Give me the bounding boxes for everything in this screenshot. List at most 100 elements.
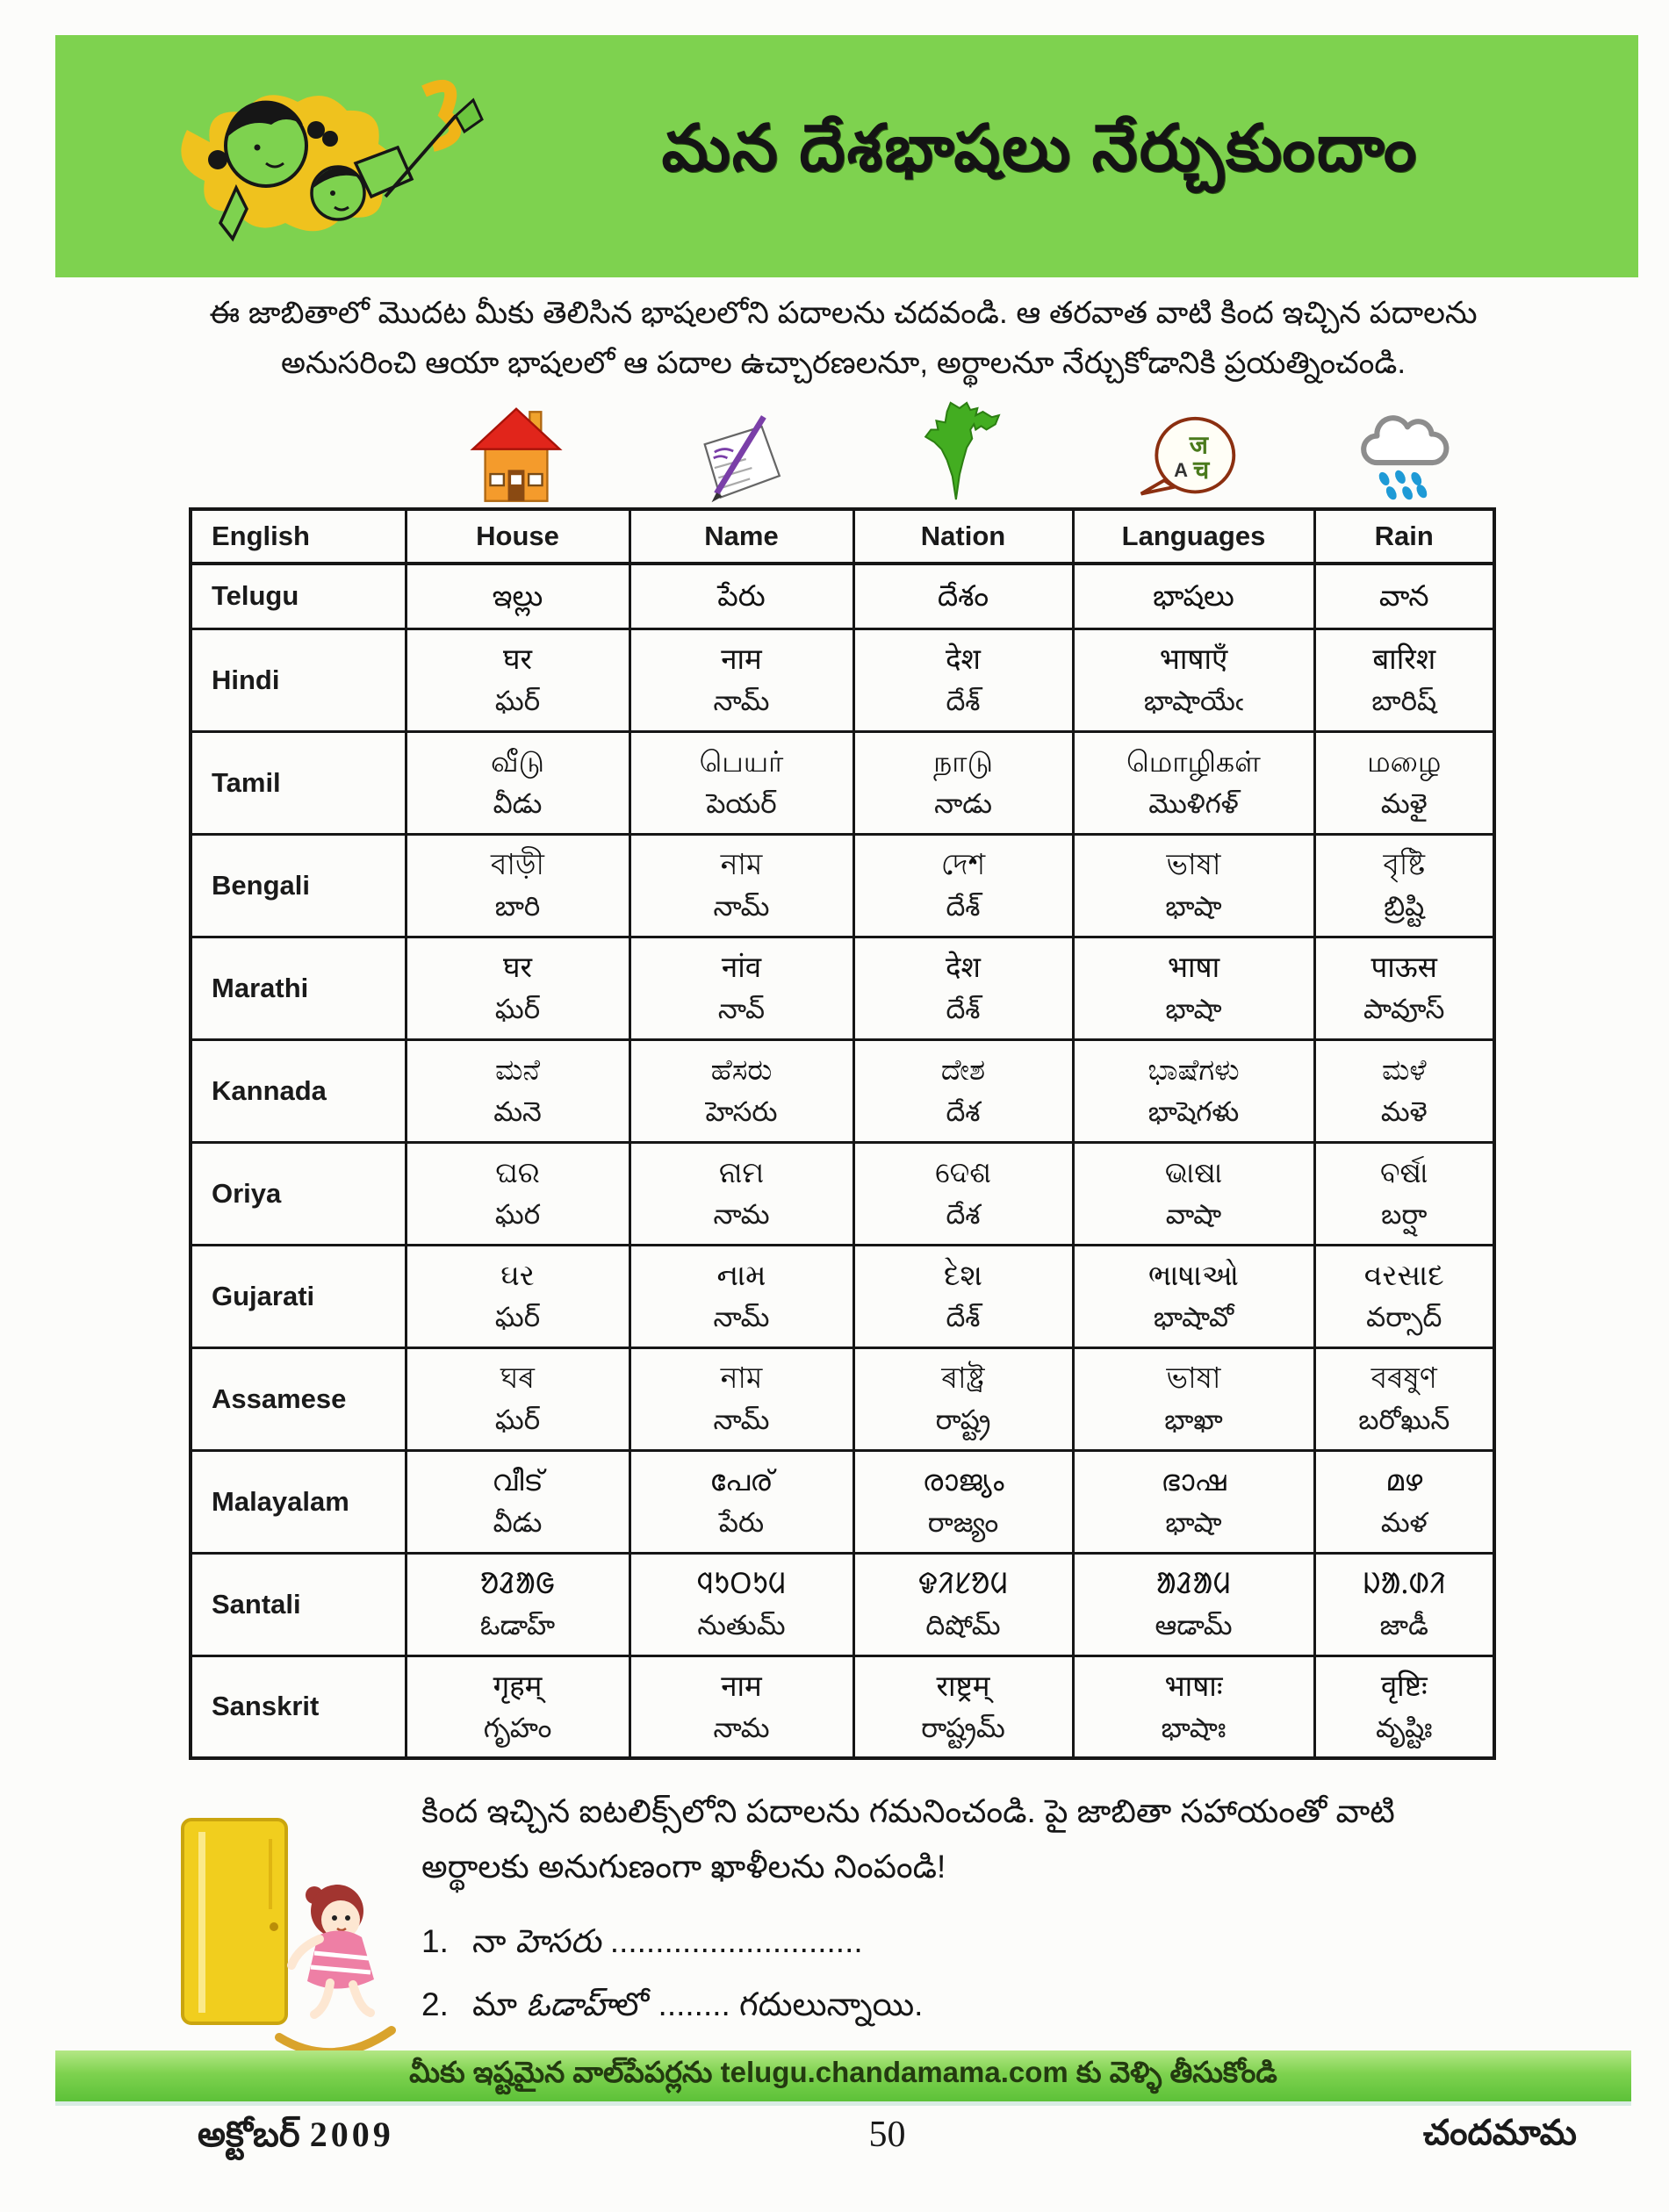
pigtail-right-1 xyxy=(307,121,325,139)
issue-month: అక్టోబర్ xyxy=(198,2115,300,2154)
word-cell: மழை మళై xyxy=(1313,729,1496,836)
native-word: நாடு xyxy=(933,745,993,779)
telugu-pronunciation: భాషాః xyxy=(1161,1713,1227,1744)
footer-banner-text: మీకు ఇష్టమైన వాల్‌పేపర్లను telugu.chanda… xyxy=(409,2056,1277,2088)
telugu-pronunciation: పేరు xyxy=(718,1507,765,1539)
word-cell: భాషలు xyxy=(1071,562,1316,630)
telugu-pronunciation: దేశ్ xyxy=(946,1302,981,1333)
exercise-instruction: కింద ఇచ్చిన ఐటలిక్స్‌లోని పదాలను గమనించం… xyxy=(421,1784,1589,1894)
native-word: नाम xyxy=(721,643,762,676)
page-title: మన దేశభాషలు నేర్చుకుందాం xyxy=(661,111,1419,184)
svg-text:च: च xyxy=(1192,456,1211,485)
word-cell: ᱟᱲᱟᱢ ఆడామ్ xyxy=(1071,1551,1316,1657)
telugu-pronunciation: నామ్ xyxy=(713,686,770,717)
word-cell: देश దేశ్ xyxy=(852,935,1075,1041)
native-word: ഭാഷ xyxy=(1161,1464,1227,1497)
telugu-pronunciation: బర్షా xyxy=(1381,1199,1428,1231)
native-word: పేరు xyxy=(717,579,766,613)
native-word: രാജ്യം xyxy=(922,1464,1004,1497)
native-word: மொழிகள் xyxy=(1126,745,1261,779)
telugu-pronunciation: భాషా xyxy=(1165,994,1222,1025)
telugu-pronunciation: వీడు xyxy=(493,788,543,820)
child-eye xyxy=(330,190,335,196)
telugu-pronunciation: వాషా xyxy=(1165,1199,1222,1231)
girl-smile xyxy=(265,162,284,169)
exercise-item-number: 1. xyxy=(421,1923,449,1959)
word-cell: దేశం xyxy=(852,562,1075,630)
telugu-pronunciation: జాడీ xyxy=(1379,1610,1428,1641)
native-word: പേര് xyxy=(709,1464,773,1497)
india-map-icon xyxy=(924,401,1001,500)
native-word: गृहम् xyxy=(493,1670,543,1703)
native-word: വീട് xyxy=(492,1464,543,1497)
telugu-pronunciation: దేశ xyxy=(946,1199,981,1231)
girl-dress xyxy=(307,1930,374,1989)
page-footer-line: అక్టోబర్ 2009 50 చందమామ xyxy=(198,2114,1577,2166)
telugu-pronunciation: రాజ్యం xyxy=(927,1507,999,1539)
word-cell: देश దేశ్ xyxy=(852,627,1075,733)
telugu-pronunciation: రాష్ట్ర xyxy=(935,1404,991,1436)
native-word: વરસાદ xyxy=(1363,1259,1444,1292)
word-cell: राष्ट्रम् రాష్ట్రమ్ xyxy=(852,1654,1075,1760)
word-cell: घर ఘర్ xyxy=(404,935,631,1041)
speech-bubble-icon: ज A च xyxy=(1140,416,1235,496)
word-cell: नाम నామ xyxy=(628,1654,855,1760)
telugu-pronunciation: నాడు xyxy=(934,788,992,820)
native-word: নাম xyxy=(720,848,763,881)
exercise-instruction-line-1: కింద ఇచ్చిన ఐటలిక్స్‌లోని పదాలను గమనించం… xyxy=(421,1793,1395,1829)
word-cell: বৰষুণ బరోఖున్ xyxy=(1313,1346,1496,1452)
pinwheel xyxy=(454,97,484,134)
telugu-pronunciation: నామ xyxy=(713,1199,770,1231)
language-name: Santali xyxy=(189,1551,407,1657)
telugu-pronunciation: నామ్ xyxy=(713,1404,770,1436)
native-word: ଦେଶ xyxy=(935,1156,991,1189)
word-cell: ଦେଶ దేశ xyxy=(852,1140,1075,1246)
column-header: Languages xyxy=(1071,507,1316,565)
telugu-pronunciation: భాషావో xyxy=(1153,1302,1234,1333)
word-cell: ભાષાઓ భాషావో xyxy=(1071,1243,1316,1349)
word-cell: மொழிகள் మొళిగళ్ xyxy=(1071,729,1316,836)
native-word: மழை xyxy=(1367,745,1442,779)
telugu-pronunciation: వృష్టిః xyxy=(1376,1713,1433,1744)
telugu-pronunciation: ఘర్ xyxy=(494,1404,541,1436)
word-cell: નામ నామ్ xyxy=(628,1243,855,1349)
native-word: ᱫᱤᱥᱚᱢ xyxy=(917,1567,1009,1600)
native-word: देश xyxy=(946,951,981,984)
svg-text:ज: ज xyxy=(1188,431,1209,459)
yellow-ribbon xyxy=(421,80,462,152)
pigtail-right-2 xyxy=(322,131,338,147)
native-word: ಮಳೆ xyxy=(1381,1053,1427,1087)
native-word: ఇల్లు xyxy=(492,579,543,613)
telugu-pronunciation: బారిష్ xyxy=(1371,686,1437,717)
word-cell: രാജ്യം రాజ్యం xyxy=(852,1448,1075,1555)
telugu-pronunciation: భాషెగళు xyxy=(1147,1096,1240,1128)
native-word: भाषाः xyxy=(1164,1670,1223,1703)
word-cell: ভাষা భాఖా xyxy=(1071,1346,1316,1452)
telugu-pronunciation: ఘర్ xyxy=(494,686,541,717)
native-word: वृष्टिः xyxy=(1380,1670,1428,1703)
exercise-items: 1. నా హెసరు ............................ 2… xyxy=(421,1910,1589,2036)
telugu-pronunciation: దిషోమ్ xyxy=(925,1610,1001,1641)
word-cell: भाषाः భాషాః xyxy=(1071,1654,1316,1760)
column-header: Nation xyxy=(852,507,1075,565)
native-word: भाषा xyxy=(1167,951,1220,984)
word-cell: বৃষ্টি బ్రిష్టి xyxy=(1313,832,1496,938)
table-row: Kannada ಮನೆ మనె ಹೆಸರು హెసరు ದೇಶ దేశ ಭಾಷೆಗಳು భాషె… xyxy=(189,1038,1496,1144)
native-word: ದೇಶ xyxy=(940,1053,986,1087)
word-cell: പേര് పేరు xyxy=(628,1448,855,1555)
native-word: ঘৰ xyxy=(500,1361,535,1395)
table-header-row: English House Name Nation Languages Rain xyxy=(189,507,1496,565)
telugu-pronunciation: పావూస్ xyxy=(1363,994,1445,1025)
exercise-item: 2. మా ఓడాహ్లో ........ గదులున్నాయి. xyxy=(421,1973,1589,2036)
native-word: घर xyxy=(503,951,532,984)
pigtail-left xyxy=(208,150,227,169)
intro-line-1: ఈ జాబితాలో మొదట మీకు తెలిసిన భాషలలోని పద… xyxy=(209,296,1478,330)
native-word: राष्ट्रम् xyxy=(936,1670,990,1703)
word-cell: ଘର ఘర xyxy=(404,1140,631,1246)
intro-paragraph: ఈ జాబితాలో మొదట మీకు తెలిసిన భాషలలోని పద… xyxy=(88,288,1599,388)
exercise-item-italic-word: ఓడాహ్ xyxy=(526,1986,616,2022)
telugu-pronunciation: దేశ్ xyxy=(946,686,981,717)
girl-arm xyxy=(287,1935,324,1970)
word-cell: पाऊस పావూస్ xyxy=(1313,935,1496,1041)
